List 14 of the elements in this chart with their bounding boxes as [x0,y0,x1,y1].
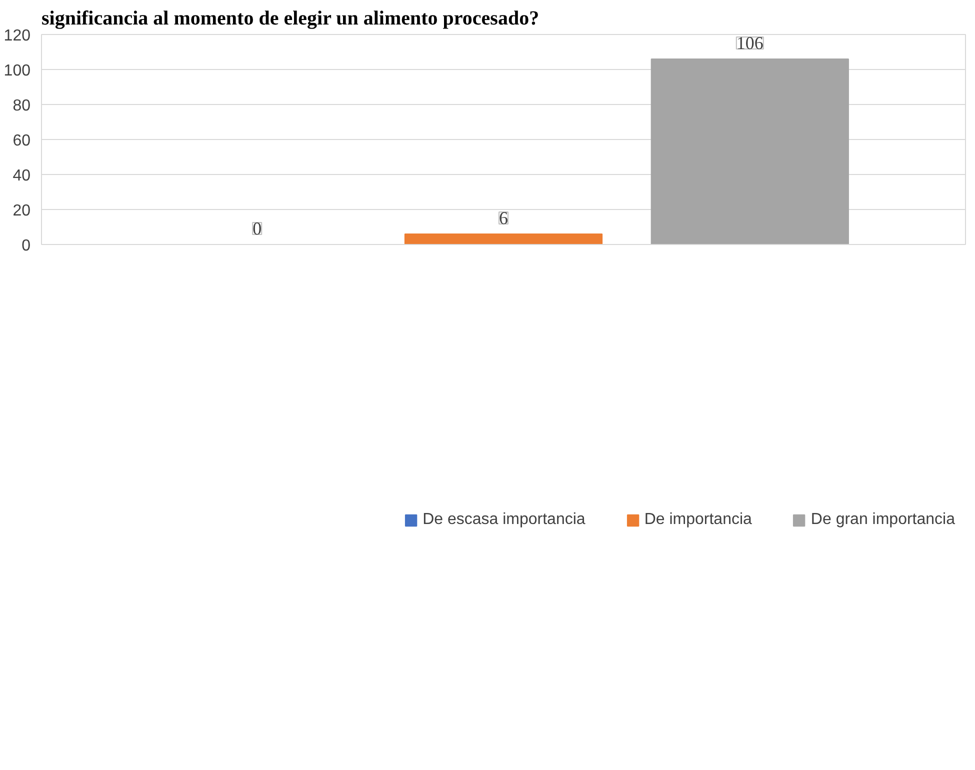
legend-label: De escasa importancia [422,511,586,529]
y-tick-label: 80 [12,98,31,114]
data-label: 6 [499,208,508,228]
legend-label: De importancia [644,511,752,529]
chart-title: significancia al momento de elegir un alimento procesado? [42,8,540,30]
y-tick-label: 60 [12,132,31,150]
y-tick-label: 20 [12,202,31,220]
y-tick-label: 0 [22,238,31,254]
y-tick-label: 100 [4,62,31,80]
data-label: 0 [252,218,262,238]
data-label: 106 [736,33,764,53]
legend-label: De gran importancia [810,511,955,529]
y-tick-label: 120 [4,28,31,44]
y-tick-label: 40 [12,168,31,184]
